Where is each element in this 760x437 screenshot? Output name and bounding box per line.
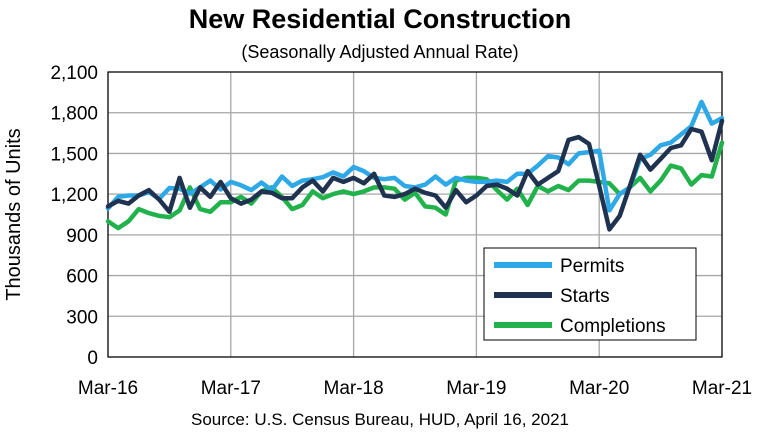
y-tick-label: 300 bbox=[66, 307, 98, 328]
legend-label-completions: Completions bbox=[560, 316, 666, 337]
y-axis-title: Thousands of Units bbox=[3, 128, 25, 300]
chart-subtitle: (Seasonally Adjusted Annual Rate) bbox=[241, 42, 519, 62]
x-tick-label: Mar-20 bbox=[569, 378, 629, 399]
legend: Permits Starts Completions bbox=[483, 247, 697, 341]
x-tick-label: Mar-16 bbox=[78, 378, 138, 399]
series-lines bbox=[105, 99, 725, 232]
x-axis-ticks: Mar-16 Mar-17 Mar-18 Mar-19 Mar-20 Mar-21 bbox=[78, 378, 752, 399]
x-tick-label: Mar-21 bbox=[692, 378, 752, 399]
legend-label-starts: Starts bbox=[560, 286, 610, 307]
plot-area bbox=[107, 71, 723, 358]
chart-title: New Residential Construction bbox=[188, 4, 572, 34]
x-tick-label: Mar-18 bbox=[324, 378, 384, 399]
y-tick-label: 600 bbox=[66, 267, 98, 288]
y-axis-ticks: 0 300 600 900 1,200 1,500 1,800 2,100 bbox=[50, 63, 98, 369]
y-tick-label: 2,100 bbox=[50, 63, 98, 84]
y-tick-label: 1,200 bbox=[50, 185, 98, 206]
x-tick-label: Mar-17 bbox=[201, 378, 261, 399]
y-tick-label: 1,500 bbox=[50, 144, 98, 165]
y-tick-label: 900 bbox=[66, 226, 98, 247]
y-tick-label: 0 bbox=[87, 348, 98, 369]
source-note: Source: U.S. Census Bureau, HUD, April 1… bbox=[191, 410, 569, 429]
y-tick-label: 1,800 bbox=[50, 104, 98, 125]
x-tick-label: Mar-19 bbox=[446, 378, 506, 399]
series-line-starts bbox=[105, 118, 725, 232]
legend-label-permits: Permits bbox=[560, 256, 624, 277]
